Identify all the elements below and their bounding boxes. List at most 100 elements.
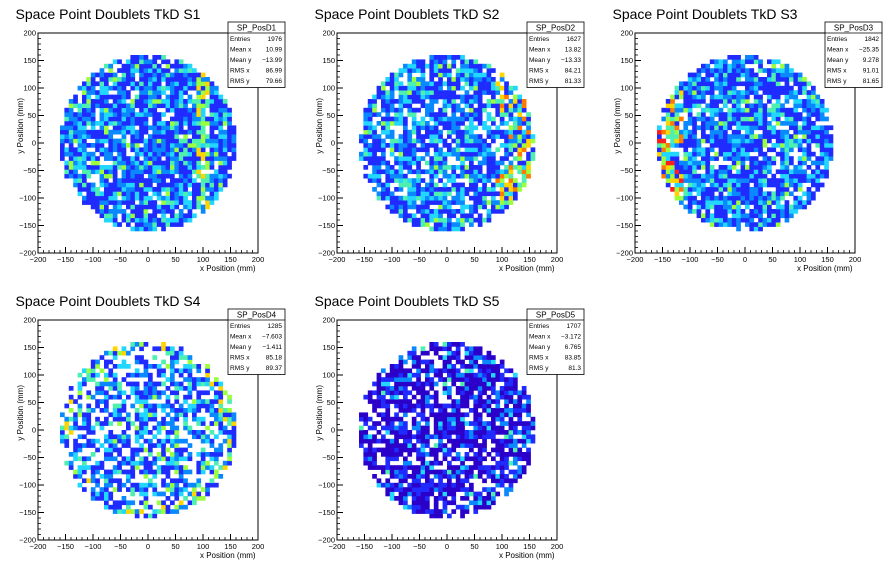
heatmap-cell bbox=[771, 217, 777, 223]
heatmap-cell bbox=[714, 81, 719, 87]
heatmap-cell bbox=[491, 68, 496, 73]
heatmap-cell bbox=[815, 107, 821, 113]
heatmap-cell bbox=[429, 487, 435, 492]
heatmap-cell bbox=[152, 204, 158, 210]
heatmap-cell bbox=[367, 103, 373, 109]
heatmap-cell bbox=[797, 200, 803, 205]
heatmap-cell bbox=[209, 421, 215, 426]
heatmap-cell bbox=[200, 487, 206, 492]
heatmap-cell bbox=[416, 63, 421, 69]
heatmap-cell bbox=[679, 107, 684, 113]
heatmap-cell bbox=[407, 381, 413, 387]
heatmap-cell bbox=[460, 63, 465, 69]
heatmap-cell bbox=[442, 191, 448, 197]
heatmap-cell bbox=[170, 116, 175, 122]
heatmap-cell bbox=[740, 63, 746, 69]
heatmap-cell bbox=[227, 112, 232, 117]
heatmap-cell bbox=[183, 77, 188, 82]
heatmap-cell bbox=[112, 222, 118, 227]
heatmap-cell bbox=[108, 112, 114, 117]
heatmap-cell bbox=[99, 460, 105, 466]
heatmap-cell bbox=[771, 103, 777, 109]
heatmap-cell bbox=[745, 81, 750, 87]
heatmap-cell bbox=[161, 346, 166, 352]
heatmap-cell bbox=[218, 107, 224, 113]
heatmap-cell bbox=[411, 381, 417, 387]
heatmap-cell bbox=[780, 121, 785, 126]
heatmap-cell bbox=[701, 147, 706, 153]
heatmap-cell bbox=[222, 143, 228, 148]
heatmap-cell bbox=[780, 173, 785, 179]
heatmap-cell bbox=[806, 187, 812, 192]
heatmap-cell bbox=[156, 160, 162, 166]
heatmap-cell bbox=[469, 156, 474, 161]
heatmap-cell bbox=[143, 372, 149, 378]
heatmap-cell bbox=[73, 425, 78, 431]
heatmap-cell bbox=[407, 178, 413, 183]
heatmap-cell bbox=[192, 169, 197, 175]
heatmap-cell bbox=[403, 456, 408, 462]
heatmap-cell bbox=[420, 504, 426, 510]
heatmap-cell bbox=[385, 81, 391, 87]
heatmap-cell bbox=[425, 474, 430, 479]
heatmap-cell bbox=[806, 200, 812, 205]
heatmap-cell bbox=[411, 63, 417, 69]
heatmap-cell bbox=[214, 94, 219, 100]
heatmap-cell bbox=[674, 90, 680, 95]
heatmap-cell bbox=[367, 99, 373, 104]
heatmap-cell bbox=[784, 143, 790, 148]
heatmap-cell bbox=[394, 372, 399, 378]
heatmap-cell bbox=[411, 500, 417, 506]
heatmap-cell bbox=[731, 138, 737, 144]
heatmap-cell bbox=[477, 99, 483, 104]
heatmap-cell bbox=[183, 447, 188, 453]
heatmap-cell bbox=[178, 68, 184, 73]
heatmap-cell bbox=[95, 381, 100, 387]
heatmap-cell bbox=[192, 143, 197, 148]
heatmap-cell bbox=[200, 77, 206, 82]
heatmap-cell bbox=[482, 125, 487, 131]
heatmap-cell bbox=[60, 151, 65, 157]
heatmap-cell bbox=[455, 191, 461, 197]
heatmap-cell bbox=[148, 169, 153, 175]
heatmap-cell bbox=[411, 200, 417, 205]
heatmap-cell bbox=[209, 478, 215, 484]
heatmap-cell bbox=[718, 99, 724, 104]
heatmap-cell bbox=[447, 72, 452, 78]
heatmap-cell bbox=[802, 151, 807, 157]
heatmap-cell bbox=[692, 90, 697, 95]
heatmap-cell bbox=[161, 187, 166, 192]
heatmap-cell bbox=[152, 217, 158, 223]
heatmap-cell bbox=[178, 63, 184, 69]
heatmap-cell bbox=[104, 77, 109, 82]
chart-panel-3: −200−200−150−150−100−100−50−500050501001… bbox=[613, 6, 883, 273]
heatmap-cell bbox=[407, 68, 413, 73]
heatmap-cell bbox=[73, 147, 78, 153]
heatmap-cell bbox=[709, 112, 715, 117]
heatmap-cell bbox=[227, 121, 232, 126]
heatmap-cell bbox=[200, 156, 206, 161]
heatmap-cell bbox=[174, 478, 180, 484]
heatmap-cell bbox=[709, 195, 715, 201]
heatmap-cell bbox=[714, 121, 719, 126]
heatmap-cell bbox=[486, 129, 492, 135]
heatmap-cell bbox=[227, 430, 232, 435]
heatmap-cell bbox=[469, 217, 474, 223]
heatmap-cell bbox=[731, 204, 737, 210]
heatmap-cell bbox=[82, 195, 87, 201]
heatmap-cell bbox=[152, 77, 158, 82]
heatmap-cell bbox=[455, 478, 461, 484]
heatmap-cell bbox=[420, 90, 426, 95]
heatmap-cell bbox=[718, 143, 724, 148]
heatmap-cell bbox=[526, 173, 531, 179]
heatmap-cell bbox=[218, 151, 224, 157]
heatmap-cell bbox=[447, 191, 452, 197]
heatmap-cell bbox=[420, 350, 426, 356]
heatmap-cell bbox=[192, 112, 197, 117]
heatmap-cell bbox=[451, 469, 457, 475]
heatmap-cell bbox=[178, 125, 184, 131]
heatmap-cell bbox=[504, 81, 509, 87]
heatmap-cell bbox=[170, 99, 175, 104]
heatmap-cell bbox=[438, 107, 443, 113]
heatmap-cell bbox=[170, 125, 175, 131]
